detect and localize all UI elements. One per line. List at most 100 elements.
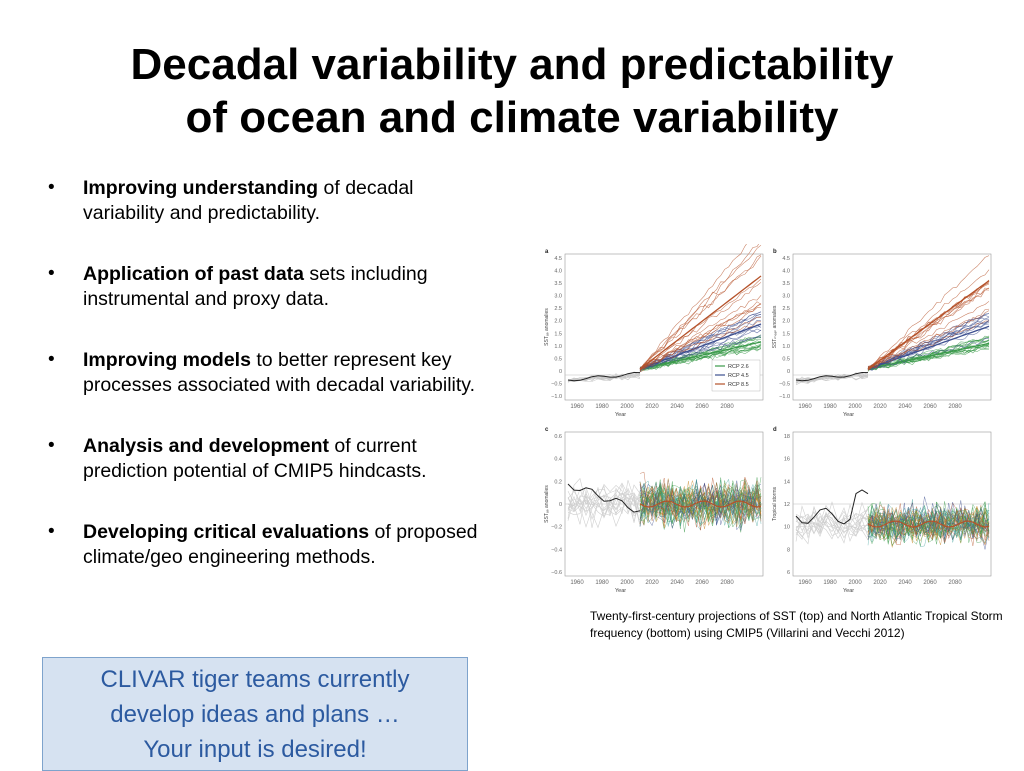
projection-line xyxy=(639,334,762,369)
historical-line xyxy=(567,480,641,521)
x-tick-label: 2040 xyxy=(670,580,684,586)
x-tick-label: 2040 xyxy=(670,404,684,410)
projection-line xyxy=(639,482,762,529)
bullet-item: Improving understanding of decadal varia… xyxy=(48,176,488,225)
x-tick-label: 2060 xyxy=(695,404,709,410)
ensemble-mean-line xyxy=(639,275,762,370)
bullet-text: of proposed climate/geo engineering meth… xyxy=(83,521,478,568)
projection-line xyxy=(867,320,989,370)
x-tick-label: 2060 xyxy=(695,580,709,586)
historical-line xyxy=(567,477,641,519)
y-tick-label: 0 xyxy=(787,369,790,375)
projection-line xyxy=(639,303,762,372)
bullet-text: of decadal variability and predictabilit… xyxy=(83,177,414,224)
y-tick-label: 2.5 xyxy=(782,306,790,312)
observed-line xyxy=(795,489,869,525)
y-tick-label: 3.5 xyxy=(554,281,562,287)
projection-line xyxy=(867,301,990,369)
projection-line xyxy=(639,244,747,370)
ensemble-mean-line xyxy=(867,342,990,370)
x-tick-label: 2000 xyxy=(848,404,862,410)
bullet-text: to better represent key processes associ… xyxy=(83,349,475,396)
x-tick-label: 1980 xyxy=(823,404,837,410)
y-tick-label: 0 xyxy=(559,502,562,508)
projection-line xyxy=(867,340,990,370)
y-tick-label: 2.0 xyxy=(782,319,790,325)
x-tick-label: 2060 xyxy=(923,404,937,410)
sst-storm-figure: a SSTₐₑ anomalies 4.5 4.0 3.5 3.0 2.5 2.0 1.5 1.0… xyxy=(544,244,992,594)
projection-line xyxy=(639,336,762,371)
projection-line xyxy=(639,303,762,371)
projection-line xyxy=(867,500,990,544)
projection-line xyxy=(639,477,762,523)
x-tick-label: 2020 xyxy=(873,580,887,586)
y-tick-label: 8 xyxy=(787,547,790,553)
x-tick-label: 2000 xyxy=(620,404,634,410)
x-tick-label: 1960 xyxy=(798,404,812,410)
projection-line xyxy=(639,254,762,369)
historical-line xyxy=(795,374,869,384)
y-tick-label: −1.0 xyxy=(551,394,562,400)
bullet-text: of current prediction potential of CMIP5… xyxy=(83,435,427,482)
y-axis-label: Tropical storms xyxy=(772,487,778,521)
callout-box: CLIVAR tiger teams currently develop ide… xyxy=(42,657,468,771)
legend-label: RCP 2.6 xyxy=(728,364,749,370)
projection-line xyxy=(867,308,990,368)
projection-line xyxy=(639,479,762,523)
y-tick-label: 4.5 xyxy=(782,256,790,262)
ensemble-mean-line xyxy=(867,325,990,370)
bullet-bold: Analysis and development xyxy=(83,435,329,457)
y-tick-label: 3.0 xyxy=(782,294,790,300)
y-tick-label: −0.6 xyxy=(551,570,562,576)
y-tick-label: −0.2 xyxy=(551,525,562,531)
title-line-1: Decadal variability and predictability xyxy=(130,40,894,89)
historical-line xyxy=(795,501,869,536)
projection-line xyxy=(867,328,990,370)
figure-panel-c: c SSTₐₑ anomalies 0.6 0.4 0.2 0 −0.2 −0.4 −0.6 19… xyxy=(544,427,764,594)
projection-line xyxy=(639,478,762,526)
projection-line xyxy=(867,509,990,544)
y-tick-label: 3.5 xyxy=(782,281,790,287)
y-axis-label: SSTₐₑ anomalies xyxy=(544,485,550,523)
y-tick-label: 4.0 xyxy=(782,269,790,275)
callout-line-2: develop ideas and plans … xyxy=(110,701,400,728)
y-tick-label: 0 xyxy=(559,369,562,375)
historical-line xyxy=(795,506,869,539)
projection-line xyxy=(639,484,762,521)
projection-line xyxy=(639,482,762,531)
y-tick-label: 0.2 xyxy=(554,479,562,485)
y-tick-label: 1.0 xyxy=(554,344,562,350)
y-tick-label: 18 xyxy=(784,434,790,440)
x-tick-label: 1980 xyxy=(823,580,837,586)
x-tick-label: 2080 xyxy=(720,580,734,586)
x-tick-label: 2020 xyxy=(645,580,659,586)
y-axis-label: SSTₐₑ anomalies xyxy=(544,308,550,346)
historical-line xyxy=(795,511,869,536)
projection-line xyxy=(867,255,990,367)
y-tick-label: 10 xyxy=(784,525,790,531)
historical-line xyxy=(795,372,869,382)
panel-letter: c xyxy=(545,427,549,433)
historical-line xyxy=(795,503,869,539)
projection-line xyxy=(867,345,990,369)
projection-line xyxy=(639,321,761,369)
x-axis-label: Year xyxy=(843,588,854,594)
projection-line xyxy=(639,295,762,369)
panel-letter: b xyxy=(773,249,777,255)
panel-letter: a xyxy=(545,249,549,255)
projection-line xyxy=(867,508,990,548)
projection-line xyxy=(867,323,990,371)
y-tick-label: −0.4 xyxy=(551,547,562,553)
y-tick-label: 4.5 xyxy=(554,256,562,262)
projection-line xyxy=(867,496,990,541)
observed-line xyxy=(567,483,641,513)
projection-line xyxy=(639,482,762,523)
y-tick-label: 0.5 xyxy=(554,356,562,362)
ensemble-mean-line xyxy=(639,500,762,508)
bullet-item: Application of past data sets including … xyxy=(48,262,488,311)
y-tick-label: 6 xyxy=(787,570,790,576)
x-tick-label: 1960 xyxy=(798,580,812,586)
x-axis-label: Year xyxy=(615,412,626,418)
bullet-item: Analysis and development of current pred… xyxy=(48,434,488,483)
x-tick-label: 2020 xyxy=(873,404,887,410)
